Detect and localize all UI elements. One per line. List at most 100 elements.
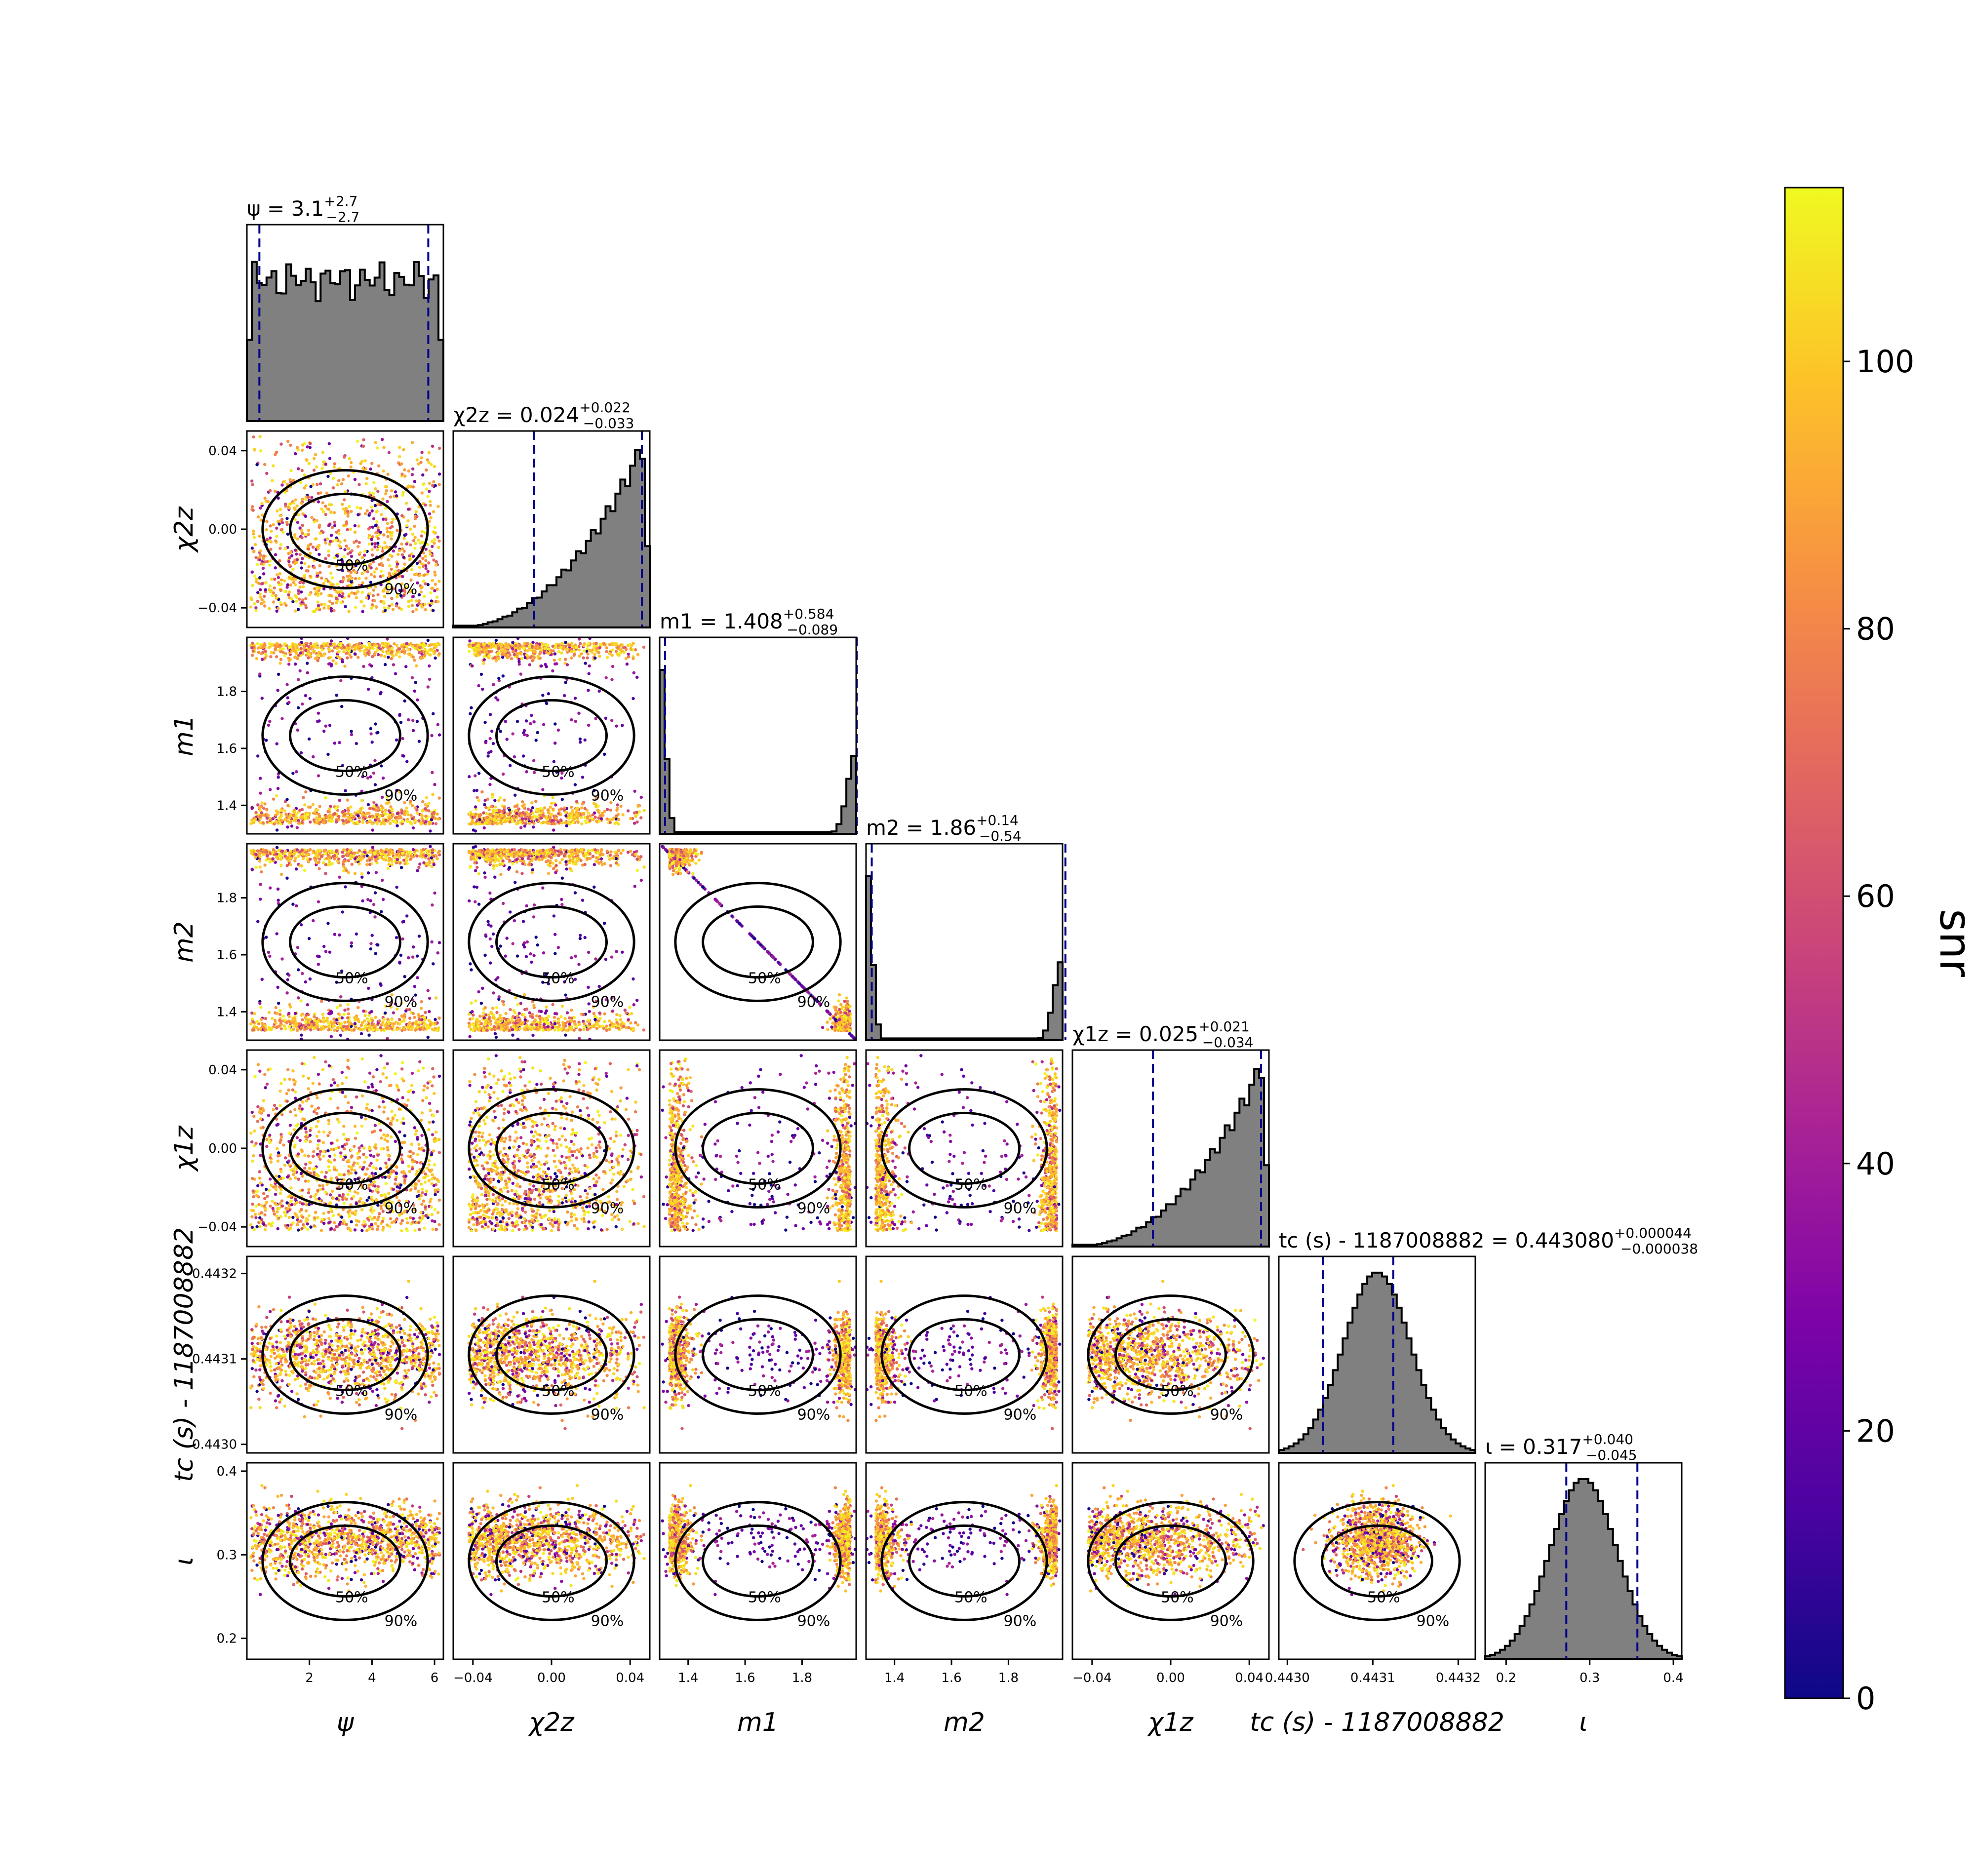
panel-m1-m1: m1 = 1.408+0.584 −0.089 xyxy=(660,606,857,834)
contour-label-90: 90% xyxy=(797,1612,830,1630)
histogram-tc xyxy=(1279,1273,1475,1453)
scatter-iota-m2 xyxy=(866,1484,1062,1596)
xlabel-m1: m1 xyxy=(737,1708,779,1737)
ytick-m2: 1.4 xyxy=(217,1005,237,1019)
contour-label-90: 90% xyxy=(591,1200,624,1217)
contour-label-90: 90% xyxy=(385,581,418,598)
colorbar-tick: 80 xyxy=(1856,611,1895,647)
xtick-m1: 1.4 xyxy=(678,1671,698,1685)
contour-label-50: 50% xyxy=(542,1383,575,1400)
xlabel-iota: ι xyxy=(1579,1708,1588,1737)
contour-50 xyxy=(497,906,607,977)
contour-label-50: 50% xyxy=(954,1589,988,1606)
histogram-iota xyxy=(1485,1479,1682,1659)
contour-50 xyxy=(497,700,607,771)
ytick-chi2z: −0.04 xyxy=(198,601,237,616)
xtick-chi2z: −0.04 xyxy=(453,1671,493,1685)
contour-label-50: 50% xyxy=(1161,1589,1194,1606)
panel-m2-psi: 50%90%1.41.61.8m2 xyxy=(169,844,443,1041)
xtick-iota: 0.4 xyxy=(1663,1671,1683,1685)
ylabel-chi1z: χ1z xyxy=(169,1125,199,1172)
contour-label-90: 90% xyxy=(385,1200,418,1217)
title-m2: m2 = 1.86+0.14 −0.54 xyxy=(866,812,1022,844)
title-psi: ψ = 3.1+2.7 −2.7 xyxy=(247,193,359,225)
contour-label-90: 90% xyxy=(385,993,418,1011)
ytick-chi1z: 0.04 xyxy=(208,1063,237,1078)
histogram-chi2z xyxy=(453,450,650,627)
contour-label-90: 90% xyxy=(385,1406,418,1423)
xtick-iota: 0.2 xyxy=(1496,1671,1516,1685)
contour-50 xyxy=(909,1113,1020,1183)
contour-label-50: 50% xyxy=(335,970,368,987)
contour-label-50: 50% xyxy=(954,1176,988,1194)
scatter-iota-m1 xyxy=(661,1484,857,1596)
panel-tc-m1: 50%90% xyxy=(660,1256,857,1453)
title-m1: m1 = 1.408+0.584 −0.089 xyxy=(660,606,838,638)
contour-label-50: 50% xyxy=(335,1383,368,1400)
contour-label-90: 90% xyxy=(1004,1612,1037,1630)
contour-label-50: 50% xyxy=(542,1176,575,1194)
panel-m2-m2: m2 = 1.86+0.14 −0.54 xyxy=(866,812,1066,1040)
contour-label-50: 50% xyxy=(542,1589,575,1606)
contour-label-90: 90% xyxy=(385,1612,418,1630)
contour-label-50: 50% xyxy=(335,557,368,575)
contour-label-50: 50% xyxy=(335,764,368,781)
xtick-chi1z: −0.04 xyxy=(1072,1671,1112,1685)
histogram-chi1z xyxy=(1072,1069,1269,1247)
histogram-m1 xyxy=(660,670,856,834)
title-chi1z: χ1z = 0.025+0.021 −0.034 xyxy=(1072,1018,1253,1051)
colorbar-tick: 0 xyxy=(1856,1681,1875,1717)
contour-50 xyxy=(703,1113,813,1183)
contour-label-90: 90% xyxy=(797,993,830,1011)
contour-label-90: 90% xyxy=(385,787,418,804)
ytick-chi1z: 0.00 xyxy=(208,1141,237,1156)
xlabel-m2: m2 xyxy=(944,1708,985,1737)
xtick-chi2z: 0.00 xyxy=(537,1671,566,1685)
title-chi2z: χ2z = 0.024+0.022 −0.033 xyxy=(453,399,634,431)
histogram-psi xyxy=(247,262,443,421)
contour-label-50: 50% xyxy=(335,1176,368,1194)
panel-iota-m2: 50%90%1.4 1.6 1.8m2 xyxy=(866,1463,1063,1737)
xlabel-tc: tc (s) - 1187008882 xyxy=(1250,1708,1504,1737)
panel-frame xyxy=(660,637,856,834)
panel-m1-chi2z: 50%90% xyxy=(453,637,650,834)
xtick-chi1z: 0.04 xyxy=(1235,1671,1264,1685)
contour-label-50: 50% xyxy=(335,1589,368,1606)
scatter-m2-chi2z xyxy=(468,845,646,1041)
ytick-m1: 1.6 xyxy=(217,742,237,756)
panel-m2-chi2z: 50%90% xyxy=(453,844,650,1041)
ylabel-m2: m2 xyxy=(169,921,199,963)
ytick-chi2z: 0.04 xyxy=(208,444,237,459)
scatter-iota-chi2z xyxy=(468,1484,646,1596)
ytick-iota: 0.4 xyxy=(217,1464,237,1479)
colorbar-tick: 40 xyxy=(1856,1146,1895,1182)
xtick-psi: 4 xyxy=(368,1671,376,1685)
panel-chi1z-m1: 50%90% xyxy=(660,1050,857,1247)
contour-label-90: 90% xyxy=(591,1612,624,1630)
contour-50 xyxy=(290,700,400,771)
scatter-m2-psi xyxy=(249,845,441,1041)
contour-label-90: 90% xyxy=(1004,1406,1037,1423)
xlabel-chi1z: χ1z xyxy=(1146,1708,1194,1737)
scatter-m2-m1 xyxy=(661,845,857,1041)
contour-label-50: 50% xyxy=(542,970,575,987)
ylabel-m1: m1 xyxy=(169,715,199,756)
ytick-iota: 0.2 xyxy=(217,1632,237,1646)
histogram-m2 xyxy=(866,876,1063,1040)
colorbar-tick: 20 xyxy=(1856,1413,1895,1449)
panel-chi1z-chi1z: χ1z = 0.025+0.021 −0.034 xyxy=(1072,1018,1269,1247)
scatter-iota-tc xyxy=(1302,1484,1452,1596)
xtick-iota: 0.3 xyxy=(1580,1671,1600,1685)
ylabel-chi2z: χ2z xyxy=(169,506,199,553)
panel-chi2z-chi2z: χ2z = 0.024+0.022 −0.033 xyxy=(453,399,650,627)
scatter-iota-psi xyxy=(249,1484,441,1596)
contour-50 xyxy=(290,906,400,977)
contour-label-50: 50% xyxy=(1161,1383,1194,1400)
